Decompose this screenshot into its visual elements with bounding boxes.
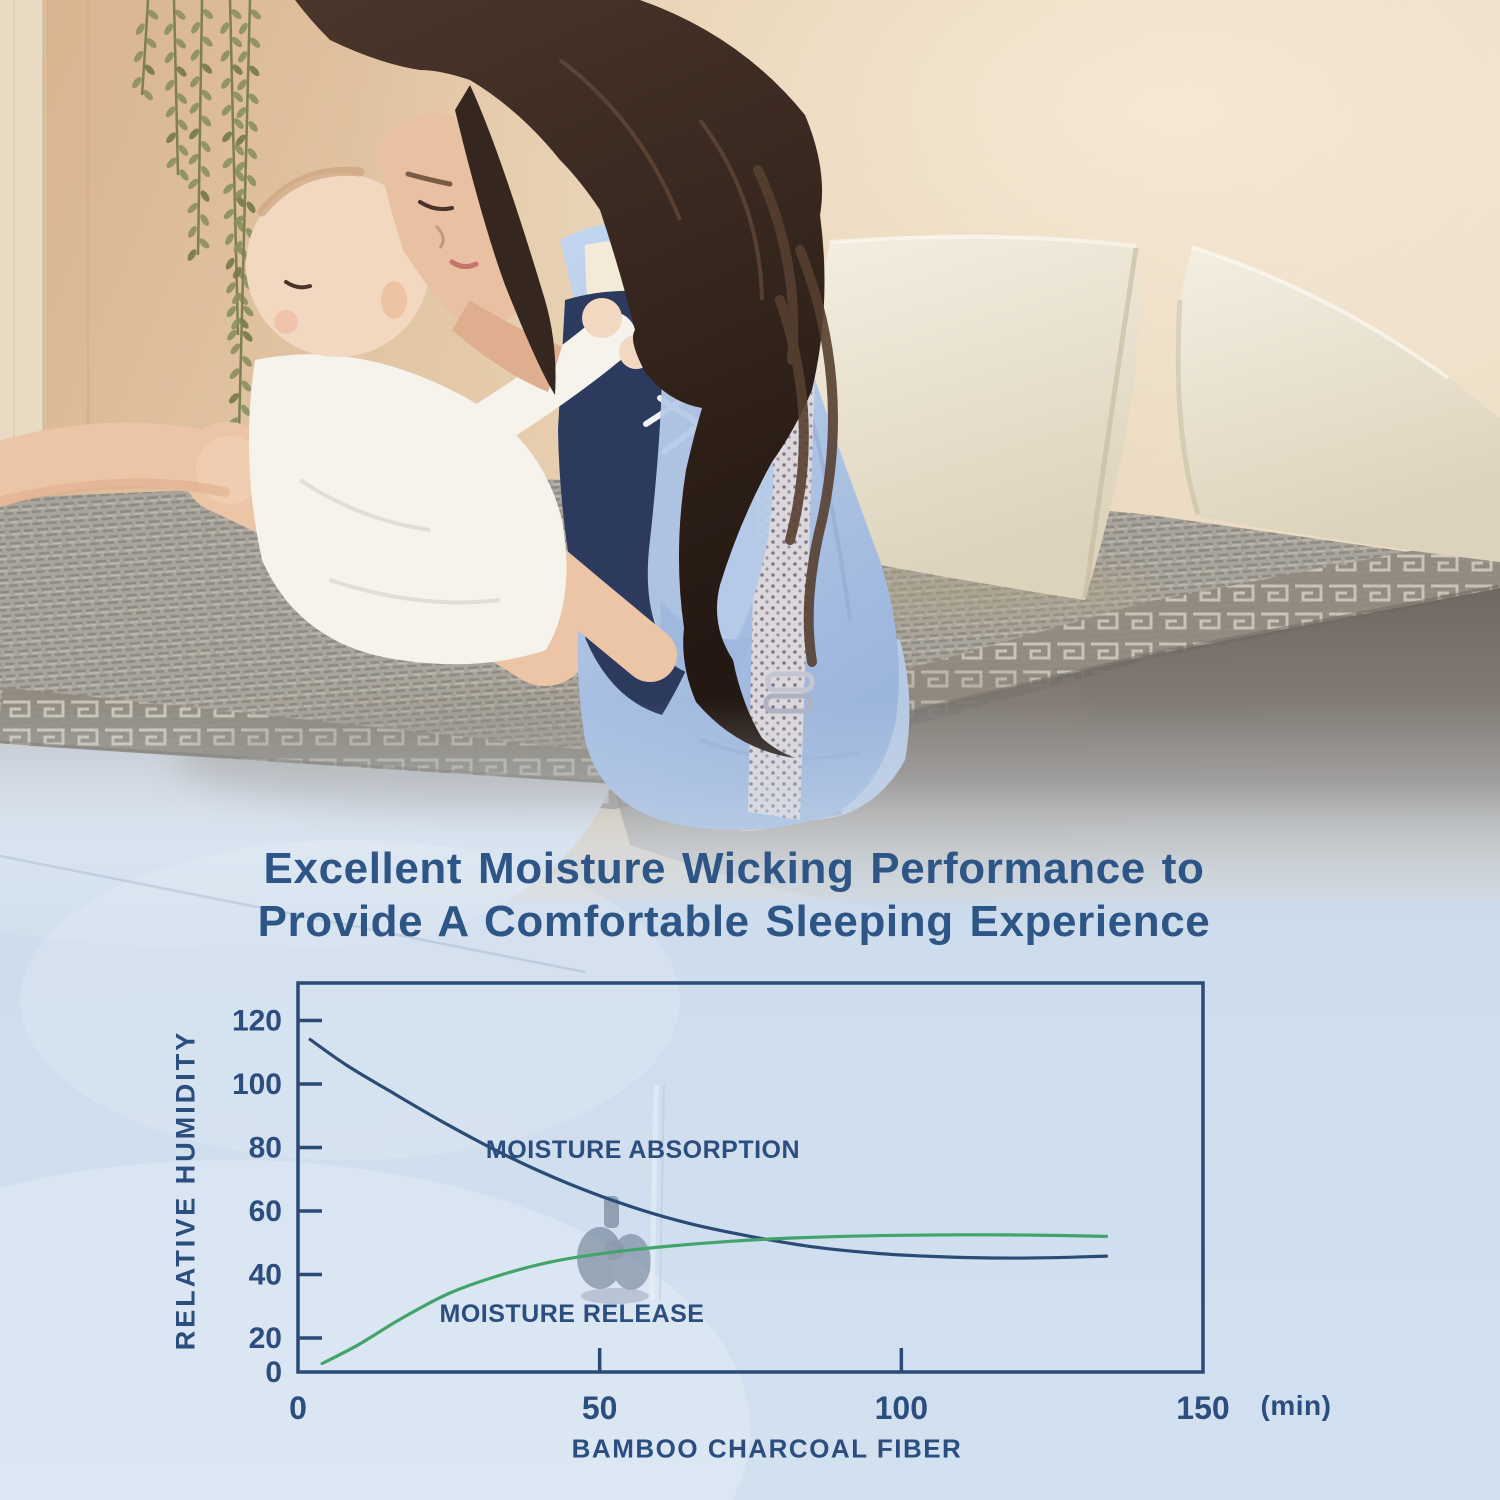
x-axis-title: BAMBOO CHARCOAL FIBER	[571, 1433, 963, 1464]
mother-face	[378, 112, 562, 392]
cream-pillow-right	[1174, 247, 1500, 562]
title-line-1: Excellent Moisture Wicking Performance t…	[263, 844, 1205, 893]
y-axis-title: RELATIVE HUMIDITY	[170, 1029, 201, 1351]
pillows	[770, 234, 1500, 622]
x-axis-unit: (min)	[1260, 1390, 1332, 1421]
title-line-2: Provide A Comfortable Sleeping Experienc…	[257, 897, 1211, 946]
section-title: Excellent Moisture Wicking Performance t…	[0, 842, 1468, 948]
mother-and-baby	[0, 0, 1090, 831]
baby	[246, 166, 653, 665]
cream-pillow-left	[782, 234, 1140, 600]
mother-hair	[295, 0, 838, 758]
base-edge-seam	[0, 854, 586, 974]
